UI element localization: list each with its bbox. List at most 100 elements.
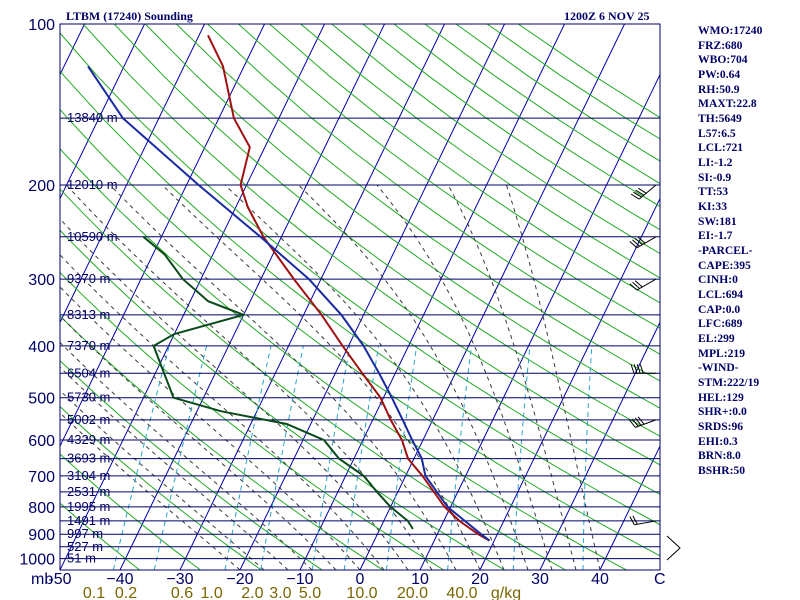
wind-barb-feather [637,187,647,194]
isotherm-line [60,24,145,200]
moist-adiabat-line [505,184,601,570]
isotherm-line [359,24,625,570]
wind-barb-feather [629,419,636,428]
parameter-item: PW:0.64 [698,68,741,82]
isotherm-line [239,24,505,570]
isotherm-line [0,24,25,570]
wind-barb-feather [634,417,642,426]
parameter-item: STM:222/19 [698,376,760,390]
pressure-tick-labels: 100 200 300 400 500 600 700 800 900 1000 [19,17,55,569]
parameter-item: EHI:0.3 [698,434,738,448]
pressure-tick-label: 100 [28,17,55,34]
mixing-ratio-tick-label: 0.1 [83,585,105,600]
isotherm-line [60,24,325,570]
mixing-ratio-tick-label: 3.0 [269,585,291,600]
parameter-item: RH:50.9 [698,82,740,96]
dry-adiabat-line [113,24,660,437]
mixing-ratio-tick-label: 1.0 [200,585,222,600]
height-label: 3104 m [67,468,110,483]
dry-adiabat-line [60,108,660,557]
parameter-item: WBO:704 [698,53,748,67]
temperature-tick-label: −20 [226,571,253,588]
height-label: 8313 m [67,307,110,322]
pressure-tick-label: 800 [28,500,55,517]
height-label: 3693 m [67,451,110,466]
wind-barb-feather [630,193,640,200]
wind-barb-feather [629,241,638,249]
parameter-item: BRN:8.0 [698,449,741,463]
parcel-profile-line [87,65,491,542]
pressure-tick-label: 700 [28,469,55,486]
temperature-tick-label: −10 [286,571,313,588]
height-label: 527 m [67,539,103,554]
dry-adiabat-line [207,24,660,355]
isobar-lines [60,117,660,560]
pressure-tick-label: 900 [28,527,55,544]
temperature-tick-label: 40 [591,571,609,588]
parameter-item: CAPE:395 [698,258,751,272]
mixing-ratio-tick-label: 20.0 [397,585,428,600]
parameter-item: SI:-0.9 [698,170,732,184]
temperature-tick-label: -50 [48,571,71,588]
wind-barb-feather [629,283,638,291]
plot-background [60,24,660,570]
wind-barb-feather [634,280,643,288]
wind-barb-staff [634,520,657,526]
height-labels: 13840 m 12010 m 10590 m 9370 m 8313 m 7370 m 6… [67,110,118,566]
height-label: 1995 m [67,499,110,514]
parameter-item: BSHR:50 [698,464,746,478]
parameter-item: EI:-1.7 [698,229,733,243]
wind-barb-feather [635,189,645,196]
parameter-item: CAP:0.0 [698,302,741,316]
temperature-tick-labels: -50 −40 −30 −20 −10 0 10 20 30 40 [48,571,609,588]
dry-adiabat-line [144,24,660,409]
sounding-series [87,34,491,542]
temperature-tick-label: 0 [356,571,365,588]
height-label: 997 m [67,526,103,541]
moist-adiabat-line [66,184,433,570]
mixing-ratio-tick-label: 0.2 [115,585,137,600]
isotherm-line [119,24,385,570]
height-label: 10590 m [67,229,118,244]
parameter-item: SRDS:96 [698,420,744,434]
mixing-ratio-line [112,345,170,570]
wind-barb-feather [632,239,640,247]
height-label: 2531 m [67,484,110,499]
mixing-ratio-tick-label: 40.0 [446,585,477,600]
moist-adiabat-line [60,389,265,570]
wind-barb-feather [632,515,638,525]
moist-adiabat-line [447,184,577,570]
parameter-item: TH:5649 [698,112,742,126]
temperature-tick-label: −30 [166,571,193,588]
wind-barb-feather [636,364,641,374]
height-label: 6504 m [67,365,110,380]
hodograph-marker [666,535,681,561]
temperature-tick-label: 30 [531,571,549,588]
moist-adiabat-line [298,184,529,570]
sounding-time: 1200Z 6 NOV 25 [564,9,650,23]
moist-adiabat-line [60,315,337,570]
mixing-ratio-line [224,345,272,570]
mixing-ratio-tick-label: 5.0 [299,585,321,600]
height-label: 5730 m [67,390,110,405]
wind-barb-feather [637,416,645,425]
height-label: 12010 m [67,177,118,192]
moist-adiabat-line [60,366,289,570]
mixing-ratio-tick-label: 0.6 [171,585,193,600]
pressure-tick-label: 200 [28,178,55,195]
moist-adiabat-line [161,184,481,570]
isotherm-line [179,24,445,570]
moist-adiabat-line [60,254,385,570]
parameter-item: L57:6.5 [698,126,736,140]
pressure-tick-label: 500 [28,391,55,408]
dry-adiabat-line [60,188,566,570]
parameter-item: SW:181 [698,214,737,228]
temperature-profile-line [207,34,490,542]
parameter-item: -PARCEL- [698,244,753,258]
mixing-ratio-tick-label: 2.0 [241,585,263,600]
dry-adiabat-line [60,70,660,526]
dry-adiabat-line [176,24,660,382]
mixing-ratio-tick-label: g/kg [491,585,521,600]
dry-adiabat-line [60,405,262,570]
dry-adiabat-line [60,229,505,570]
